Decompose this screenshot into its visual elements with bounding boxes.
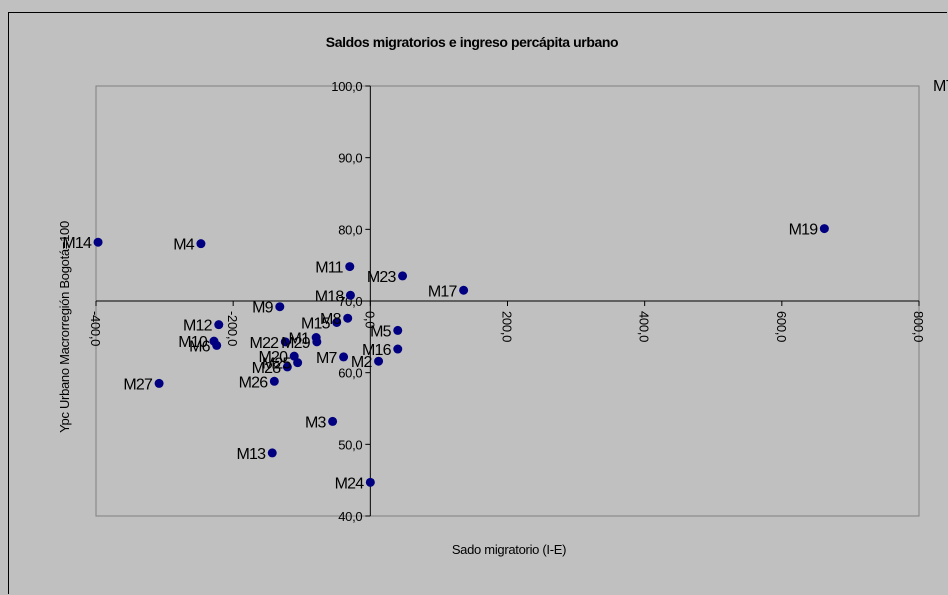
- data-point: [275, 302, 285, 312]
- offscale-point-label: M7: [933, 78, 948, 95]
- data-points: [93, 224, 829, 487]
- y-tick-label: 50,0: [338, 437, 362, 452]
- data-point: [280, 337, 290, 347]
- data-point: [345, 290, 355, 300]
- point-label: M4: [173, 237, 195, 254]
- x-tick-label: 200,0: [500, 311, 515, 342]
- point-label: M15: [301, 316, 331, 333]
- data-point: [393, 344, 403, 354]
- data-point: [393, 325, 403, 335]
- point-label: M8: [320, 311, 342, 328]
- y-tick-label: 70,0: [338, 294, 362, 309]
- data-point: [365, 477, 375, 487]
- point-label: M1: [289, 331, 311, 348]
- data-point: [374, 356, 384, 366]
- point-label: M26: [239, 374, 269, 391]
- point-label: M9: [252, 300, 274, 317]
- data-point: [328, 416, 338, 426]
- data-point: [312, 337, 322, 347]
- x-tick-label: -200,0: [225, 311, 240, 346]
- data-point: [269, 376, 279, 386]
- point-label: M3: [305, 414, 327, 431]
- point-label: M28: [252, 360, 282, 377]
- data-point: [398, 271, 408, 281]
- data-point: [212, 340, 222, 350]
- point-label: M23: [367, 269, 397, 286]
- point-label: M10: [178, 334, 208, 351]
- data-point: [267, 448, 277, 458]
- x-tick-label: 400,0: [637, 311, 652, 342]
- y-tick-label: 60,0: [338, 366, 362, 381]
- y-tick-label: 100,0: [331, 79, 362, 94]
- point-label: M22: [250, 335, 280, 352]
- y-tick-label: 40,0: [338, 509, 362, 524]
- point-label: M18: [315, 288, 345, 305]
- data-point: [343, 313, 353, 323]
- x-axis-title: Sado migratorio (I-E): [452, 542, 566, 557]
- data-point: [339, 352, 349, 362]
- data-point: [214, 320, 224, 330]
- point-label: M7: [316, 350, 338, 367]
- point-label: M16: [362, 342, 392, 359]
- point-label: M27: [123, 376, 153, 393]
- y-tick-label: 90,0: [338, 151, 362, 166]
- chart-frame: [8, 12, 947, 594]
- data-point: [345, 262, 355, 272]
- data-point: [196, 239, 206, 249]
- point-label: M6: [189, 338, 211, 355]
- point-label: M20: [258, 349, 288, 366]
- data-point: [93, 237, 103, 247]
- x-tick-label: 600,0: [774, 311, 789, 342]
- point-label: M13: [237, 446, 267, 463]
- point-label: M25: [262, 356, 292, 373]
- y-tick-label: 80,0: [338, 222, 362, 237]
- point-label: M2: [351, 354, 373, 371]
- data-point: [154, 378, 164, 388]
- data-point: [819, 224, 829, 234]
- y-axis-title: Ypc Urbano Macrorregión Bogotá=100: [57, 221, 72, 433]
- data-point: [293, 358, 303, 368]
- data-point: [282, 362, 292, 372]
- point-label: M5: [370, 323, 392, 340]
- data-point: [459, 285, 469, 295]
- x-tick-label: 0,0: [362, 311, 377, 328]
- point-label: M12: [183, 318, 213, 335]
- point-label: M19: [789, 222, 819, 239]
- point-label: M11: [315, 260, 343, 277]
- point-label: M14: [62, 235, 92, 252]
- data-point: [332, 318, 342, 327]
- x-tick-label: 800,0: [911, 311, 926, 342]
- point-label: M24: [335, 475, 365, 492]
- point-label: M17: [428, 283, 458, 300]
- axes: -400,0 -200,0 0,0 200,0 400,0 600,0 800,0 40,0 5…: [88, 79, 926, 524]
- x-tick-label: -400,0: [88, 311, 103, 346]
- chart-title: Saldos migratorios e ingreso percápita u…: [326, 34, 618, 50]
- point-label: M29: [281, 335, 311, 352]
